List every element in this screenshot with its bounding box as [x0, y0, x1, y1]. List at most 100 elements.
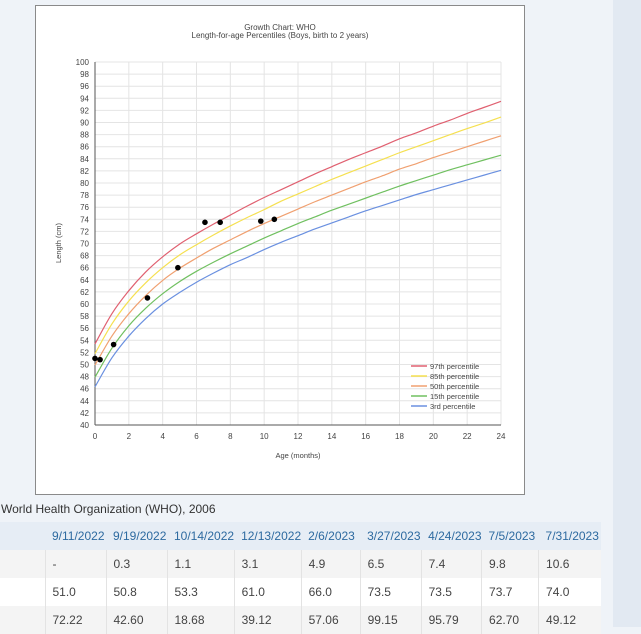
date-column-header: 2/6/2023 [301, 522, 361, 550]
percentile-curve-4 [94, 169, 502, 388]
measurement-point [202, 219, 208, 226]
x-tick-label: 10 [260, 432, 269, 441]
date-column-header: 9/11/2022 [45, 522, 106, 550]
legend-label: 85th percentile [430, 372, 479, 381]
date-column-header: 4/24/2023 [421, 522, 482, 550]
y-axis-label: Length (cm) [54, 222, 63, 263]
table-cell: 6.5 [359, 550, 422, 578]
percentile-curve-1 [94, 116, 502, 354]
x-tick-label: 12 [294, 432, 303, 441]
y-tick-label: 76 [80, 203, 89, 212]
measurement-point [110, 341, 117, 348]
row-label [0, 550, 45, 578]
chart-svg: Growth Chart: WHO Length-for-age Percent… [54, 23, 506, 460]
growth-chart: Growth Chart: WHO Length-for-age Percent… [35, 5, 525, 495]
legend-label: 15th percentile [430, 392, 479, 401]
y-tick-label: 50 [80, 361, 89, 370]
y-tick-label: 96 [80, 82, 89, 91]
y-tick-label: 78 [80, 191, 89, 200]
side-panel [613, 0, 641, 627]
x-tick-label: 0 [93, 432, 98, 441]
y-tick-label: 62 [80, 288, 89, 297]
table-cell: 9.8 [481, 550, 539, 578]
y-tick-label: 74 [80, 215, 89, 224]
chart-subtitle: Length-for-age Percentiles (Boys, birth … [192, 31, 369, 40]
table-cell: 62.70 [481, 606, 539, 634]
y-tick-label: 66 [80, 264, 89, 273]
table-cell: 73.7 [481, 578, 539, 606]
table-cell: - [44, 550, 106, 578]
date-column-header: 7/5/2023 [481, 522, 539, 550]
y-tick-label: 58 [80, 312, 89, 321]
table-cell: 53.3 [166, 578, 235, 606]
table-header-row: 9/11/2022 9/19/2022 10/14/2022 12/13/2022 2/… [0, 522, 601, 550]
x-tick-label: 14 [327, 432, 336, 441]
row-label-header [0, 522, 45, 550]
measurement-point [144, 295, 151, 301]
percentile-curve-3 [94, 154, 502, 378]
x-tick-label: 8 [228, 432, 233, 441]
table-cell: 61.0 [233, 578, 302, 606]
table-cell: 4.9 [300, 550, 361, 578]
x-tick-label: 24 [497, 432, 506, 441]
table-cell: 18.68 [166, 606, 235, 634]
table-cell: 51.0 [44, 578, 106, 606]
y-tick-label: 82 [80, 167, 89, 176]
date-column-header: 12/13/2022 [234, 522, 302, 550]
measurement-point [92, 355, 98, 362]
table-cell: 42.60 [105, 606, 167, 634]
x-axis-label: Age (months) [275, 451, 321, 460]
table-cell: 1.1 [166, 550, 235, 578]
x-tick-label: 22 [463, 432, 472, 441]
measurement-point [175, 264, 181, 271]
y-tick-label: 70 [80, 240, 89, 249]
table-cell: 49.12 [538, 606, 601, 634]
y-tick-label: 56 [80, 324, 89, 333]
table-row: 72.22 42.60 18.68 39.12 57.06 99.15 95.79 62.70… [0, 606, 601, 634]
y-tick-label: 84 [80, 155, 89, 164]
table-cell: 73.5 [420, 578, 482, 606]
x-tick-label: 4 [160, 432, 165, 441]
table-cell: 99.15 [359, 606, 422, 634]
x-tick-label: 2 [127, 432, 132, 441]
y-tick-label: 90 [80, 119, 89, 128]
measurement-table: 9/11/2022 9/19/2022 10/14/2022 12/13/2022 2/… [0, 522, 601, 634]
percentile-curve-0 [94, 100, 502, 345]
table-cell: 72.22 [44, 606, 106, 634]
legend-label: 50th percentile [430, 382, 479, 391]
y-tick-label: 88 [80, 131, 89, 140]
y-tick-label: 48 [80, 373, 89, 382]
legend-label: 3rd percentile [430, 402, 475, 411]
y-tick-label: 72 [80, 227, 89, 236]
measurement-point [257, 218, 264, 224]
x-tick-label: 20 [429, 432, 438, 441]
measurement-point [97, 356, 103, 363]
date-column-header: 3/27/2023 [360, 522, 422, 550]
table-row: 51.0 50.8 53.3 61.0 66.0 73.5 73.5 73.7 74.0 [0, 578, 601, 606]
table-cell: 74.0 [538, 578, 601, 606]
table-cell: 57.06 [300, 606, 361, 634]
table-cell: 7.4 [420, 550, 482, 578]
legend-label: 97th percentile [430, 362, 479, 371]
table-row: -0.3 1.1 3.1 4.9 6.5 7.4 9.8 10.6 [0, 550, 601, 578]
y-tick-label: 44 [80, 397, 89, 406]
table-cell: 0.3 [105, 550, 167, 578]
y-tick-label: 86 [80, 143, 89, 152]
source-caption: World Health Organization (WHO), 2006 [1, 502, 216, 516]
date-column-header: 10/14/2022 [167, 522, 235, 550]
y-tick-label: 98 [80, 70, 89, 79]
x-tick-label: 6 [194, 432, 199, 441]
table-cell: 66.0 [300, 578, 361, 606]
y-tick-label: 46 [80, 385, 89, 394]
table-cell: 50.8 [105, 578, 167, 606]
x-tick-label: 18 [395, 432, 404, 441]
y-tick-label: 100 [76, 58, 90, 67]
y-tick-label: 92 [80, 106, 89, 115]
measurement-point [217, 219, 223, 226]
y-tick-label: 52 [80, 348, 89, 357]
y-tick-label: 64 [80, 276, 89, 285]
chart-title: Growth Chart: WHO [244, 23, 316, 32]
row-label [0, 578, 45, 606]
y-tick-label: 80 [80, 179, 89, 188]
y-tick-label: 94 [80, 94, 89, 103]
